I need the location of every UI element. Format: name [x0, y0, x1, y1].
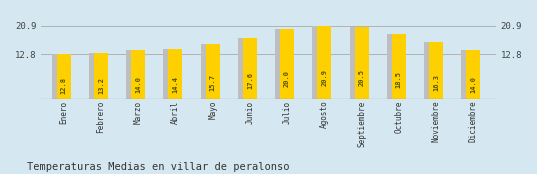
Bar [56, 54, 71, 99]
Text: 13.2: 13.2 [98, 77, 104, 94]
Bar [206, 44, 220, 99]
Text: 20.9: 20.9 [321, 69, 328, 86]
Bar [313, 26, 323, 99]
Bar [126, 50, 137, 99]
Bar [354, 27, 369, 99]
Bar [52, 54, 62, 99]
Bar [275, 29, 286, 99]
Text: 12.8: 12.8 [61, 77, 67, 94]
Bar [466, 50, 481, 99]
Text: 16.3: 16.3 [433, 74, 439, 90]
Bar [429, 42, 443, 99]
Bar [201, 44, 211, 99]
Text: 17.6: 17.6 [247, 72, 253, 89]
Text: Temperaturas Medias en villar de peralonso: Temperaturas Medias en villar de peralon… [27, 162, 289, 172]
Bar [280, 29, 294, 99]
Bar [387, 34, 397, 99]
Text: 14.4: 14.4 [172, 76, 178, 93]
Bar [131, 50, 145, 99]
Bar [461, 50, 472, 99]
Bar [317, 26, 331, 99]
Bar [163, 49, 174, 99]
Text: 18.5: 18.5 [396, 71, 402, 88]
Bar [424, 42, 434, 99]
Bar [238, 38, 249, 99]
Text: 20.0: 20.0 [284, 70, 290, 87]
Bar [392, 34, 406, 99]
Bar [350, 27, 360, 99]
Bar [89, 53, 99, 99]
Bar [243, 38, 257, 99]
Text: 20.5: 20.5 [359, 69, 365, 86]
Bar [94, 53, 108, 99]
Text: 14.0: 14.0 [135, 76, 141, 93]
Text: 15.7: 15.7 [209, 74, 216, 91]
Bar [168, 49, 183, 99]
Text: 14.0: 14.0 [470, 76, 476, 93]
